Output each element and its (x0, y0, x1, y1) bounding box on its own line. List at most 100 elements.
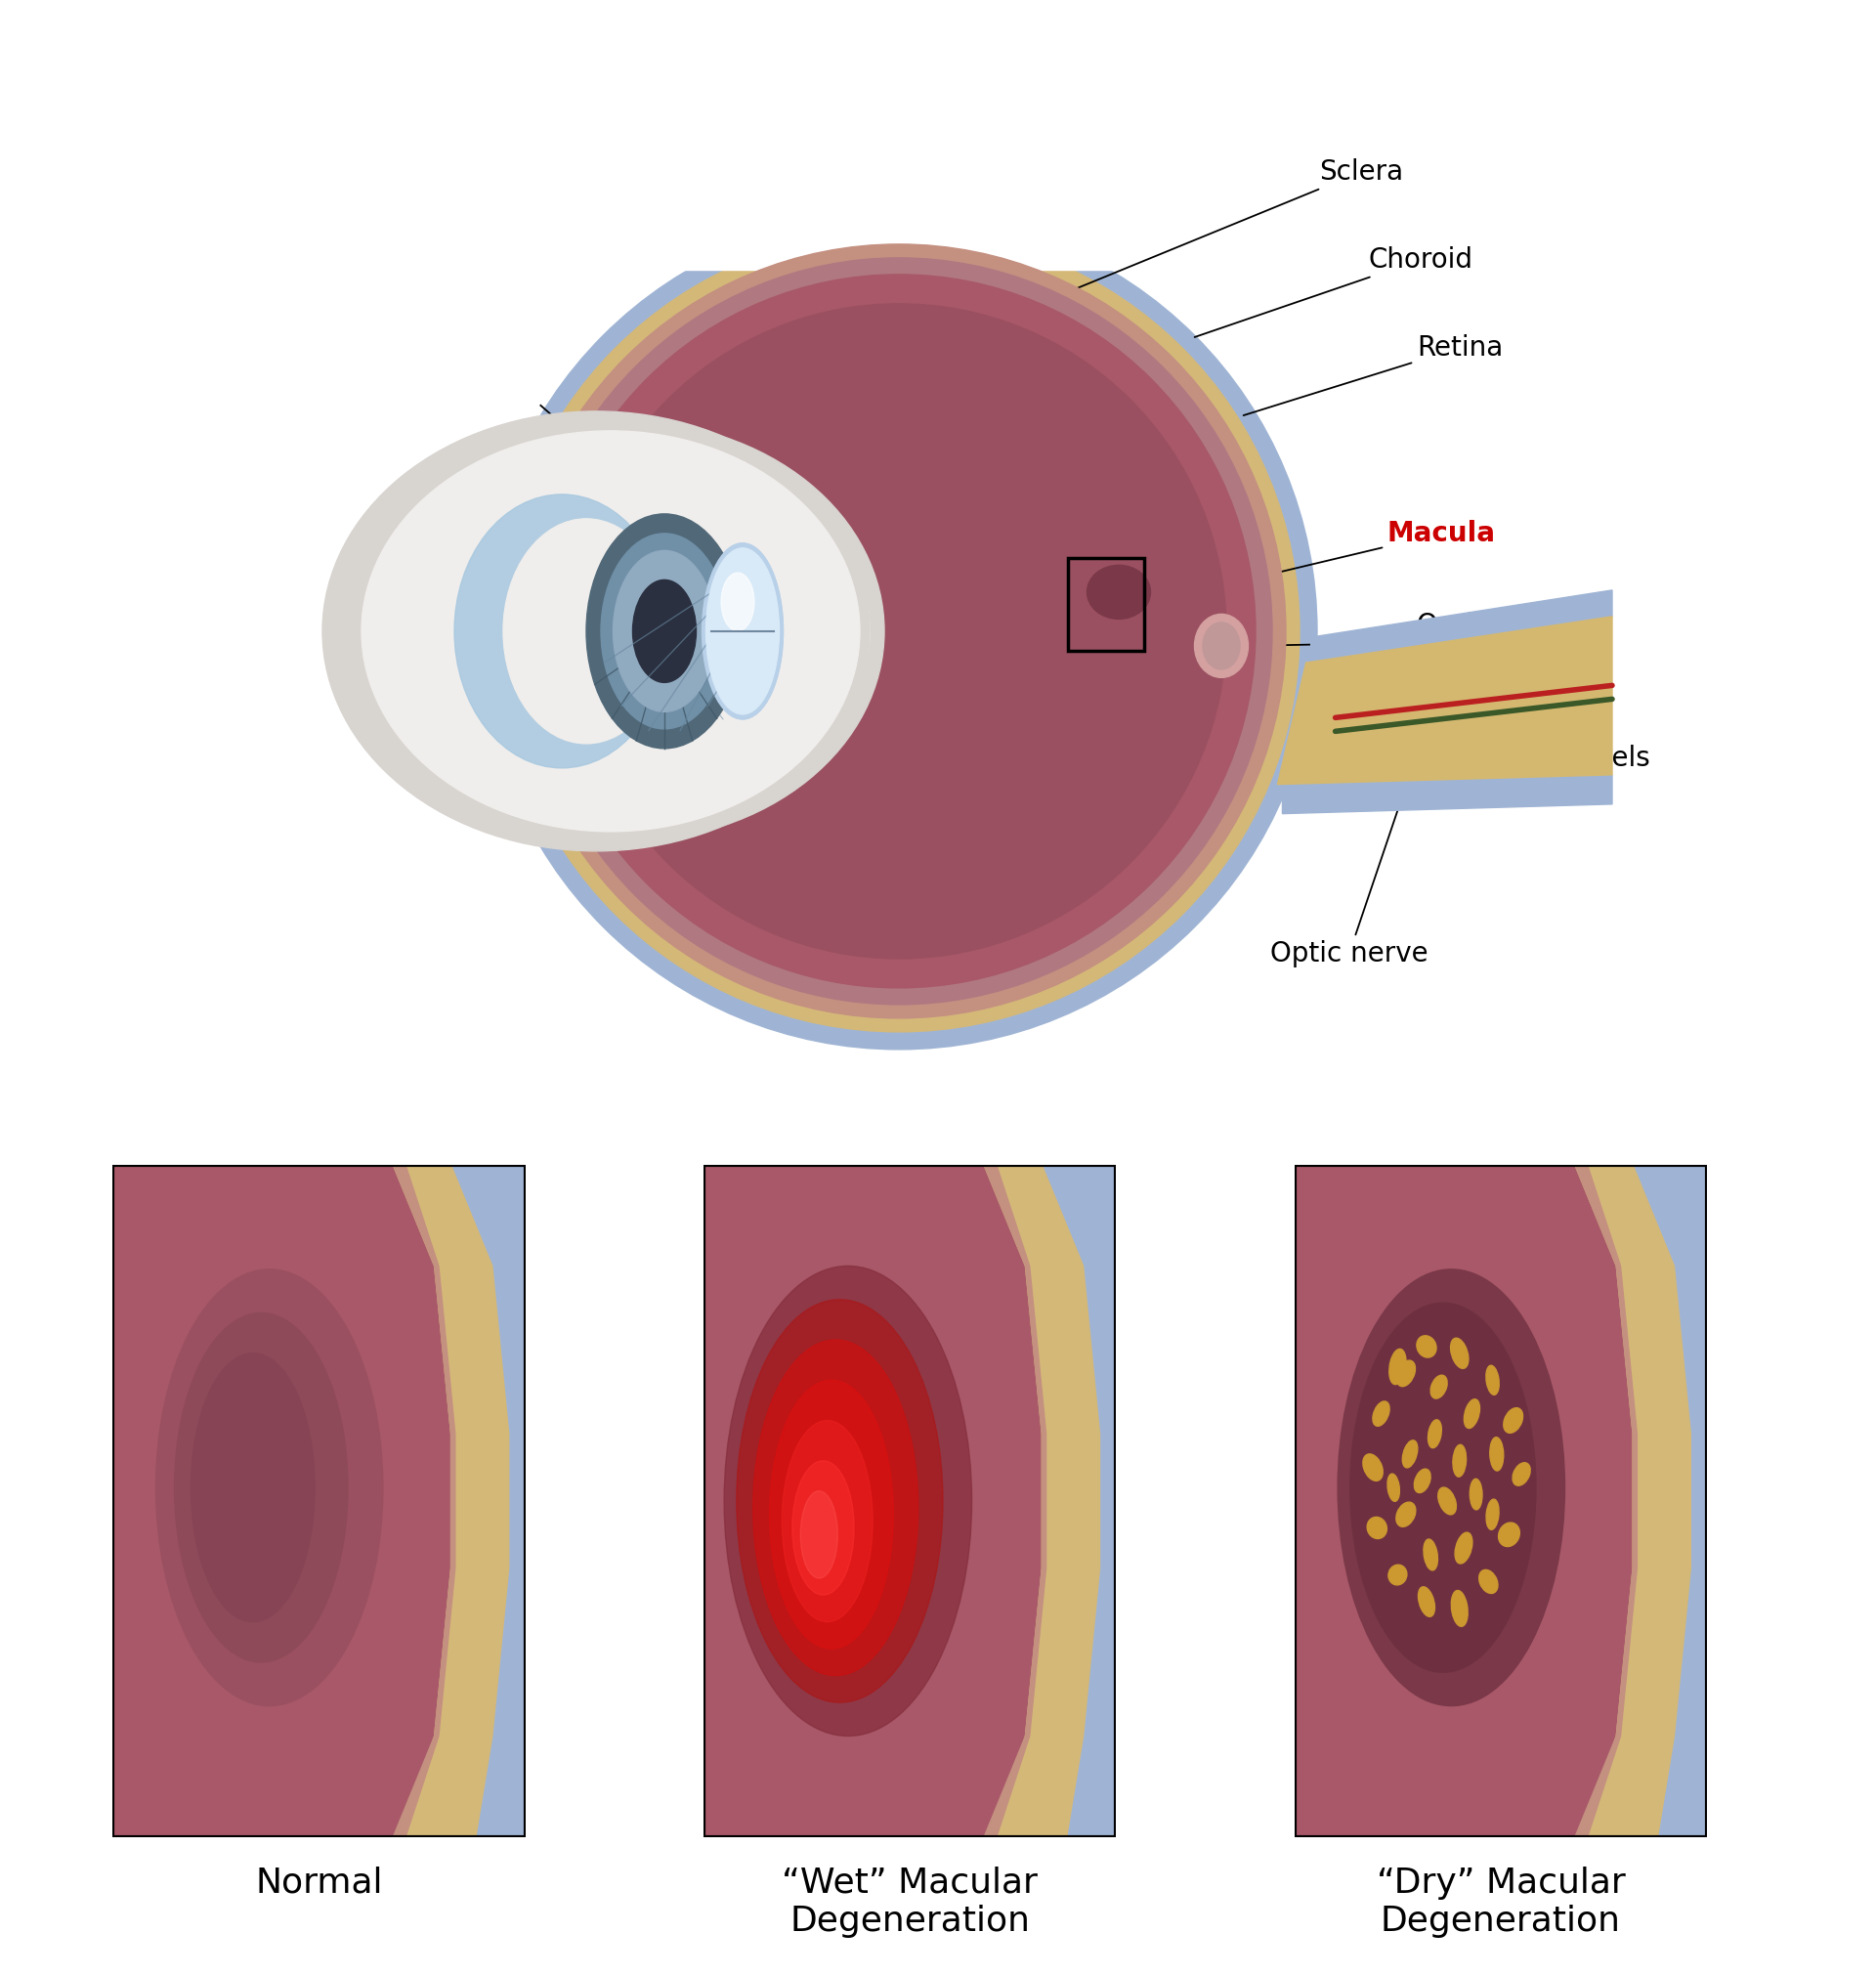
Polygon shape (1278, 616, 1611, 784)
Ellipse shape (1424, 1539, 1437, 1570)
Ellipse shape (454, 494, 670, 768)
Text: Iris: Iris (398, 284, 662, 512)
Ellipse shape (782, 1420, 872, 1621)
Ellipse shape (1450, 1339, 1469, 1369)
Ellipse shape (323, 411, 870, 851)
Bar (0, 6, 439, 1100)
Ellipse shape (1428, 1420, 1441, 1448)
Polygon shape (1576, 1165, 1638, 1837)
Text: Blood vessels: Blood vessels (1371, 719, 1651, 772)
Text: Macular Degeneration: Macular Degeneration (495, 45, 1381, 113)
Ellipse shape (381, 436, 870, 828)
Text: Sclera: Sclera (1077, 158, 1403, 288)
Ellipse shape (454, 494, 670, 768)
Polygon shape (1576, 1165, 1690, 1837)
Ellipse shape (362, 431, 859, 831)
Ellipse shape (769, 1381, 893, 1649)
Text: Optic nerve: Optic nerve (1270, 756, 1428, 968)
Text: Normal: Normal (255, 1866, 383, 1900)
Text: Optic disc
(blind spot): Optic disc (blind spot) (1251, 612, 1572, 670)
Ellipse shape (1396, 1361, 1415, 1386)
Polygon shape (394, 1165, 508, 1837)
Ellipse shape (705, 549, 779, 715)
Text: Lens: Lens (426, 721, 741, 899)
Ellipse shape (1368, 1517, 1386, 1539)
Ellipse shape (702, 543, 782, 719)
Polygon shape (1041, 1165, 1116, 1837)
Ellipse shape (1373, 1402, 1390, 1426)
Ellipse shape (1396, 1503, 1416, 1527)
Ellipse shape (585, 514, 743, 749)
Ellipse shape (1431, 1375, 1446, 1398)
Ellipse shape (720, 573, 754, 630)
Polygon shape (450, 1165, 525, 1837)
Polygon shape (1311, 591, 1611, 664)
Polygon shape (985, 1165, 1047, 1837)
Text: “Dry” Macular
Degeneration: “Dry” Macular Degeneration (1377, 1866, 1625, 1937)
Ellipse shape (600, 533, 728, 729)
Ellipse shape (1478, 1570, 1497, 1594)
Ellipse shape (1503, 1408, 1523, 1434)
Ellipse shape (1403, 1440, 1418, 1467)
Ellipse shape (1512, 1463, 1531, 1485)
Ellipse shape (1388, 1473, 1399, 1501)
Ellipse shape (1203, 622, 1240, 670)
Ellipse shape (613, 551, 717, 711)
Ellipse shape (1469, 1479, 1482, 1509)
Ellipse shape (705, 549, 779, 715)
Text: Cornea: Cornea (246, 719, 525, 772)
Ellipse shape (1351, 1304, 1536, 1673)
Ellipse shape (1195, 614, 1248, 677)
Ellipse shape (1452, 1444, 1467, 1477)
Ellipse shape (702, 543, 782, 719)
Polygon shape (1632, 1165, 1707, 1837)
Ellipse shape (191, 1353, 315, 1621)
Ellipse shape (499, 519, 664, 743)
Text: Choroid: Choroid (1195, 247, 1473, 338)
Ellipse shape (792, 1462, 854, 1596)
Ellipse shape (1452, 1590, 1467, 1627)
Ellipse shape (752, 1339, 917, 1675)
Circle shape (525, 259, 1272, 1005)
Ellipse shape (1416, 1335, 1437, 1357)
Ellipse shape (585, 514, 743, 749)
Text: Retina: Retina (1244, 334, 1503, 415)
Ellipse shape (737, 1300, 944, 1702)
Ellipse shape (720, 573, 754, 630)
Bar (0, 0, 1876, 271)
Text: “Wet” Macular
Degeneration: “Wet” Macular Degeneration (782, 1866, 1037, 1937)
Ellipse shape (1388, 1564, 1407, 1586)
Ellipse shape (632, 581, 696, 683)
Ellipse shape (1486, 1365, 1499, 1394)
Ellipse shape (632, 581, 696, 683)
Text: Pupil: Pupil (227, 519, 613, 620)
Circle shape (512, 245, 1285, 1019)
Ellipse shape (1486, 1499, 1499, 1531)
Ellipse shape (1086, 565, 1150, 618)
Ellipse shape (600, 533, 728, 729)
Circle shape (499, 231, 1300, 1031)
Ellipse shape (1439, 1487, 1456, 1515)
Ellipse shape (801, 1491, 837, 1578)
Circle shape (480, 213, 1317, 1049)
Circle shape (572, 304, 1227, 958)
Polygon shape (394, 1165, 456, 1837)
Ellipse shape (174, 1313, 347, 1663)
Ellipse shape (1415, 1469, 1431, 1493)
Bar (1067, 557, 1144, 650)
Ellipse shape (1388, 1349, 1407, 1384)
Ellipse shape (156, 1270, 383, 1706)
Ellipse shape (366, 421, 884, 841)
Ellipse shape (1418, 1586, 1435, 1618)
Ellipse shape (1338, 1270, 1565, 1706)
Circle shape (542, 275, 1255, 988)
Text: Macula: Macula (1146, 519, 1495, 604)
Ellipse shape (724, 1266, 972, 1736)
Ellipse shape (503, 519, 670, 743)
Ellipse shape (1499, 1523, 1520, 1546)
Polygon shape (0, 6, 899, 1100)
Ellipse shape (1463, 1398, 1480, 1428)
Polygon shape (985, 1165, 1099, 1837)
Ellipse shape (1362, 1454, 1383, 1481)
Polygon shape (1283, 774, 1611, 814)
